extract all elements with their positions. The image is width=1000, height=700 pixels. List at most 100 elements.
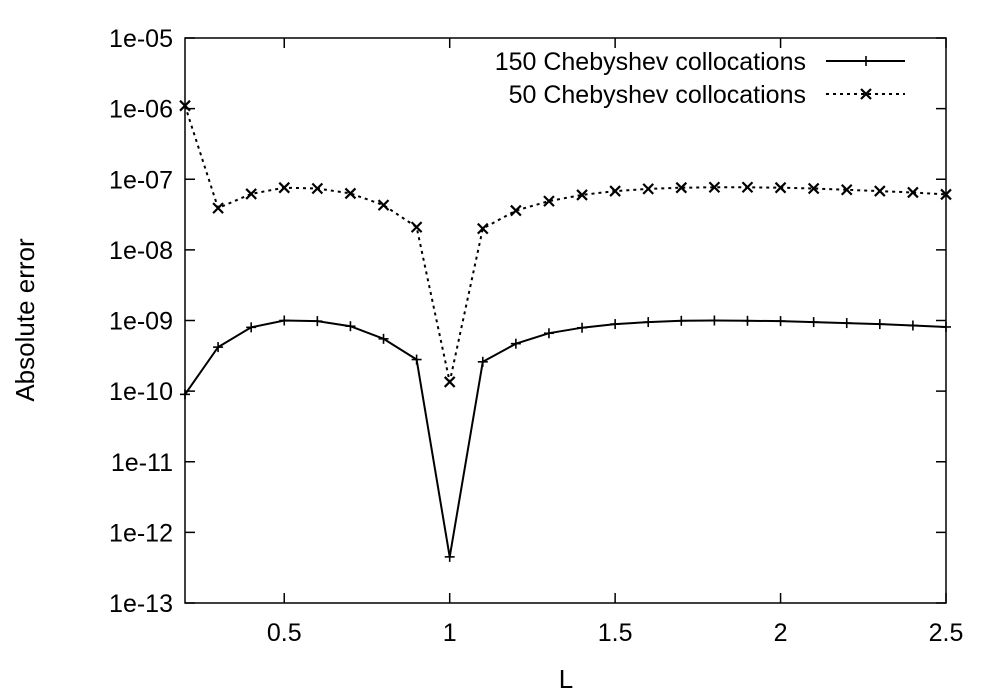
series-layer (179, 99, 952, 562)
y-tick-label: 1e-09 (109, 308, 173, 336)
series-line (184, 319, 947, 558)
marker-d2 (708, 181, 721, 194)
data-point (577, 322, 588, 333)
data-point (477, 356, 488, 367)
data-point (642, 183, 654, 195)
x-axis-title: L (559, 664, 573, 694)
marker-d2 (840, 183, 853, 196)
marker-d2 (940, 188, 952, 201)
marker-d2 (807, 182, 820, 195)
legend: 150 Chebyshev collocations 50 Chebyshev c… (495, 48, 905, 109)
x-tick-label: 2.5 (929, 619, 964, 647)
data-point (212, 202, 224, 214)
marker-d2 (410, 221, 423, 233)
y-axis-title: Absolute error (10, 238, 40, 402)
data-point (344, 187, 357, 200)
legend-label: 50 Chebyshev collocations (509, 81, 806, 109)
data-point (610, 319, 621, 330)
data-point (775, 316, 786, 327)
data-point (840, 183, 853, 196)
marker-d2 (642, 183, 654, 195)
data-point (709, 315, 720, 326)
data-point (245, 188, 257, 200)
x-tick-label: 0.5 (267, 619, 302, 647)
data-point (774, 181, 787, 194)
data-point (807, 182, 820, 195)
marker-d2 (774, 181, 787, 194)
marker-d2 (510, 204, 522, 217)
legend-marker (861, 56, 871, 66)
series-2 (179, 99, 952, 388)
data-point (312, 316, 323, 327)
axis-ticks: 0.5 1 1.5 2 2.5 1e-13 1e-12 1e-11 1e-10 1e-09 1e-0… (109, 25, 963, 647)
data-point (345, 321, 356, 332)
y-tick-label: 1e-07 (109, 166, 173, 194)
marker-d2 (477, 222, 489, 235)
marker-d2 (741, 181, 754, 194)
data-point (609, 185, 621, 197)
legend-label: 150 Chebyshev collocations (495, 48, 806, 76)
data-point (708, 181, 721, 194)
marker-d2 (344, 187, 357, 200)
data-point (411, 354, 422, 365)
data-point (576, 189, 588, 201)
data-point (378, 333, 389, 344)
marker-d2 (443, 376, 456, 388)
data-point (278, 181, 291, 194)
marker-d2 (212, 202, 224, 214)
data-point (808, 317, 819, 328)
series-line (184, 105, 947, 383)
data-point (643, 317, 654, 328)
data-point (742, 315, 753, 326)
marker-d2 (874, 185, 886, 197)
data-point (907, 320, 918, 331)
x-tick-label: 1.5 (598, 619, 633, 647)
legend-marker (860, 88, 872, 100)
data-point (179, 99, 191, 112)
marker-d2 (576, 189, 588, 201)
y-tick-label: 1e-11 (111, 449, 173, 477)
data-point (510, 338, 521, 349)
data-point (443, 376, 456, 388)
data-point (410, 221, 423, 233)
data-point (279, 315, 290, 326)
marker-d2 (245, 188, 257, 200)
data-point (874, 185, 886, 197)
data-point (477, 222, 489, 235)
y-tick-label: 1e-08 (109, 237, 173, 265)
data-point (675, 181, 688, 194)
marker-d2 (543, 195, 555, 207)
data-point (907, 186, 919, 199)
data-point (741, 181, 754, 194)
data-point (874, 319, 885, 330)
data-point (676, 315, 687, 326)
series-1 (180, 315, 951, 562)
data-point (213, 342, 224, 353)
marker-d2 (907, 186, 919, 199)
data-point (180, 389, 190, 400)
marker-d2 (609, 185, 621, 197)
data-point (841, 318, 852, 329)
data-point (543, 328, 554, 339)
y-tick-label: 1e-06 (109, 96, 173, 124)
data-point (940, 188, 952, 201)
y-tick-label: 1e-13 (109, 590, 173, 618)
marker-d2 (860, 88, 872, 100)
marker-d2 (675, 181, 688, 194)
y-tick-label: 1e-12 (109, 519, 173, 547)
data-point (246, 322, 257, 333)
x-tick-label: 1 (443, 619, 457, 647)
data-point (510, 204, 522, 217)
data-point (444, 551, 455, 562)
data-point (543, 195, 555, 207)
x-tick-label: 2 (774, 619, 788, 647)
marker-d2 (377, 199, 390, 211)
marker-d2 (179, 99, 191, 112)
marker-d2 (278, 181, 291, 194)
y-tick-label: 1e-05 (109, 25, 173, 53)
data-point (311, 182, 324, 195)
data-point (377, 199, 390, 211)
data-point (941, 321, 951, 332)
y-tick-label: 1e-10 (109, 378, 173, 406)
